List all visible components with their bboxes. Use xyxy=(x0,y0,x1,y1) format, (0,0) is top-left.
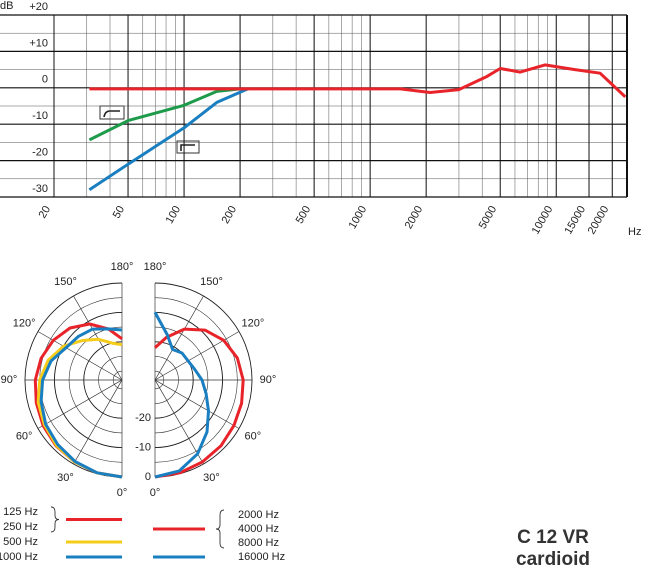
r-tick-label: 0 xyxy=(145,471,151,483)
polar-curve xyxy=(39,327,123,479)
angle-label: 30° xyxy=(57,472,74,484)
legend-brace xyxy=(215,509,225,549)
angle-label: 150° xyxy=(54,276,77,288)
polar-spoke xyxy=(154,379,240,429)
x-tick-label: 5000 xyxy=(477,204,500,231)
x-tick-label: 200 xyxy=(220,204,240,226)
x-tick-label: 10000 xyxy=(530,204,556,236)
x-tick-label: 20 xyxy=(37,204,54,221)
x-tick-label: 100 xyxy=(164,204,184,226)
x-tick-label: 500 xyxy=(294,204,314,226)
x-tick-label: 1000 xyxy=(347,204,370,231)
x-tick-label: 2000 xyxy=(403,204,426,231)
polar-curve xyxy=(153,327,245,479)
angle-label: 90° xyxy=(1,374,18,386)
pattern-name: cardioid xyxy=(516,549,590,570)
y-tick-label: 0 xyxy=(42,74,48,86)
y-tick-label: +20 xyxy=(29,1,48,13)
legend-label: 125 Hz xyxy=(3,506,38,518)
polar-spoke xyxy=(37,379,123,429)
legend-label: 4000 Hz xyxy=(238,523,279,535)
r-tick-label: -20 xyxy=(135,412,151,424)
filter-icon xyxy=(99,105,125,120)
y-axis-unit: dB xyxy=(0,0,13,12)
legend-label: 250 Hz xyxy=(3,521,38,533)
y-tick-label: +10 xyxy=(29,37,48,49)
x-axis-unit: Hz xyxy=(628,226,641,238)
legend-label: 500 Hz xyxy=(3,536,38,548)
legend-label: 16000 Hz xyxy=(238,551,285,563)
legend-brace xyxy=(50,506,60,533)
legend-label: 2000 Hz xyxy=(238,509,279,521)
angle-label: 0° xyxy=(150,487,161,499)
response-curve xyxy=(88,87,241,142)
polar-spoke xyxy=(73,379,123,465)
angle-label: 180° xyxy=(144,261,167,273)
polar-curve xyxy=(153,311,210,479)
filter-icon-symbol xyxy=(180,144,195,151)
angle-label: 120° xyxy=(241,317,264,329)
angle-label: 60° xyxy=(245,430,262,442)
angle-label: 0° xyxy=(117,487,128,499)
angle-label: 150° xyxy=(200,276,223,288)
x-tick-label: 20000 xyxy=(586,204,612,236)
x-tick-label: 15000 xyxy=(562,204,588,236)
filter-icon xyxy=(176,140,200,154)
angle-label: 60° xyxy=(16,430,33,442)
polar-spoke xyxy=(154,295,204,381)
response-curve xyxy=(88,87,249,191)
r-tick-label: -10 xyxy=(135,442,151,454)
angle-label: 30° xyxy=(203,472,220,484)
polar-spoke xyxy=(154,379,204,465)
angle-label: 120° xyxy=(13,317,36,329)
legend-label: 1000 Hz xyxy=(0,551,38,563)
polar-curve xyxy=(33,322,123,479)
angle-label: 90° xyxy=(260,374,277,386)
angle-label: 180° xyxy=(111,261,134,273)
response-curve xyxy=(89,63,627,98)
y-tick-label: -30 xyxy=(32,183,48,195)
y-tick-label: -20 xyxy=(32,147,48,159)
y-tick-label: -10 xyxy=(32,110,48,122)
polar-spoke xyxy=(37,331,123,381)
model-name: C 12 VR xyxy=(517,527,589,548)
x-tick-label: 50 xyxy=(111,204,128,221)
legend-label: 8000 Hz xyxy=(238,537,279,549)
